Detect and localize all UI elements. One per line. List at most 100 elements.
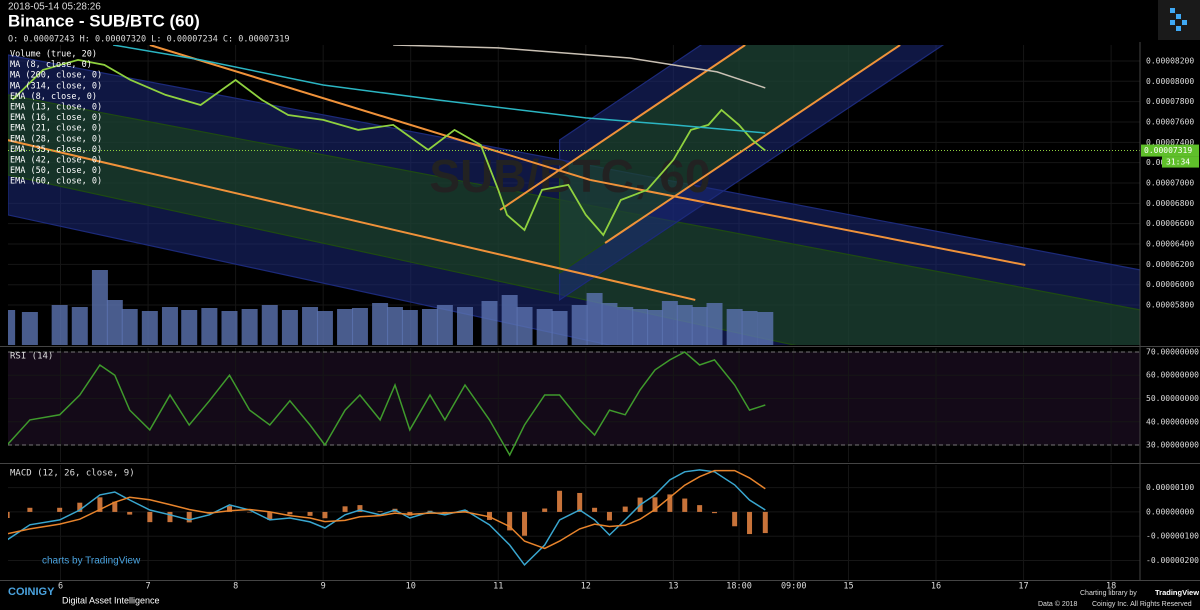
histogram-bar [167, 511, 173, 523]
volume-bar [516, 307, 533, 345]
volume-bar [386, 307, 403, 345]
histogram-bar [747, 511, 753, 535]
x-tick-label: 13 [668, 582, 678, 592]
x-tick-label: 8 [233, 582, 238, 592]
legend-entry: EMA (50, close, 0) [10, 166, 102, 176]
panel-title: RSI (14) [10, 352, 53, 362]
tradingview-button[interactable] [1158, 0, 1200, 40]
tradingview-icon [1170, 8, 1187, 31]
volume-bar [571, 305, 588, 345]
histogram-bar [8, 511, 10, 519]
y-tick-label: -0.00000100 [1146, 532, 1199, 541]
legend-entry: EMA (8, close, 0) [10, 92, 97, 102]
x-tick-label: 12 [581, 582, 591, 592]
histogram-bar [307, 511, 313, 516]
volume-bar [8, 310, 16, 345]
x-tick-label: 09:00 [781, 582, 807, 592]
countdown: 31:34 [1166, 158, 1190, 167]
y-tick-label: 0.00007400 [1146, 138, 1194, 147]
histogram-bar [487, 511, 493, 520]
panel [8, 465, 1140, 580]
series-line [8, 469, 766, 550]
histogram-bar [147, 511, 153, 523]
volume-bar [661, 301, 678, 345]
y-tick-label: 0.00008000 [1146, 77, 1194, 86]
volume-bar [261, 305, 278, 345]
y-tick-label: 0.00007000 [1146, 179, 1194, 188]
y-tick-label: 0.00008200 [1146, 56, 1194, 65]
histogram-bar [127, 511, 133, 515]
volume-bar [421, 309, 438, 345]
rights: Coinigy Inc. All Rights Reserved [1092, 601, 1192, 608]
x-tick-label: 10 [406, 582, 416, 592]
x-tick-label: 9 [321, 582, 326, 592]
volume-bar [21, 312, 38, 345]
legend-entry: Volume (true, 20) [10, 50, 97, 60]
ohlc: O: 0.00007243 H: 0.00007320 L: 0.0000723… [8, 35, 289, 45]
histogram-bar [577, 492, 583, 512]
y-tick-label: 0.00000000 [1146, 507, 1194, 516]
x-tick-label: 7 [146, 582, 151, 592]
volume-bar [551, 311, 568, 345]
histogram-bar [357, 505, 363, 512]
x-tick-label: 15 [843, 582, 853, 592]
histogram-bar [27, 507, 33, 512]
y-tick-label: 30.00000000 [1146, 441, 1199, 450]
library-credit: Charting library by [1080, 590, 1137, 597]
volume-bar [501, 295, 518, 345]
histogram-bar [342, 506, 348, 512]
panel [8, 348, 1140, 462]
volume-bar [51, 305, 68, 345]
histogram-bar [77, 502, 83, 512]
volume-bar [741, 311, 758, 345]
y-tick-label: 0.00007800 [1146, 97, 1194, 106]
volume-bar [351, 308, 368, 345]
histogram-bar [377, 511, 383, 512]
histogram-bar [226, 506, 232, 512]
timestamp: 2018-05-14 05:28:26 [8, 2, 101, 13]
volume-bar [601, 303, 618, 345]
series-line [112, 45, 766, 134]
series-line [11, 58, 766, 237]
chart-title: Binance - SUB/BTC (60) [8, 11, 200, 30]
histogram-bar [97, 497, 103, 512]
volume-bar [221, 311, 238, 345]
y-tick-label: 60.00000000 [1146, 371, 1199, 380]
x-tick-label: 18 [1106, 582, 1116, 592]
volume-bar [536, 309, 553, 345]
y-tick-label: 0.00006600 [1146, 219, 1194, 228]
panel-title: MACD (12, 26, close, 9) [10, 469, 135, 479]
volume-bar [706, 303, 723, 345]
y-tick-label: 70.00000000 [1146, 347, 1199, 356]
histogram-bar [712, 511, 718, 514]
histogram-bar [697, 505, 703, 512]
volume-bar [372, 303, 389, 345]
tagline: Digital Asset Intelligence [62, 595, 160, 605]
data-credit: Data © 2018 [1038, 600, 1078, 608]
histogram-bar [606, 511, 612, 521]
legend-entry: MA (200, close, 0) [10, 71, 102, 81]
logo: COINIGY [8, 586, 55, 598]
y-tick-label: 40.00000000 [1146, 417, 1199, 426]
volume-bar [646, 310, 663, 345]
legend-entry: MA (8, close, 0) [10, 60, 92, 70]
volume-bar [281, 310, 298, 345]
y-tick-label: 0.00005800 [1146, 301, 1194, 310]
volume-bar [316, 311, 333, 345]
volume-bar [201, 308, 218, 345]
volume-bar [91, 270, 108, 345]
histogram-bar [732, 511, 738, 527]
y-tick-label: 50.00000000 [1146, 394, 1199, 403]
volume-bar [481, 301, 498, 345]
legend-entry: EMA (13, close, 0) [10, 103, 102, 113]
volume-bar [401, 310, 418, 345]
volume-bar [141, 311, 158, 345]
x-tick-label: 18:00 [726, 582, 752, 592]
histogram-bar [462, 509, 468, 512]
volume-bar [586, 293, 603, 345]
histogram-bar [507, 511, 513, 531]
volume-bar [71, 307, 88, 345]
layers: SUB/BTC, 60 0.00008200 0.00008000 0.0000780… [8, 45, 1199, 592]
histogram-bar [267, 511, 273, 520]
